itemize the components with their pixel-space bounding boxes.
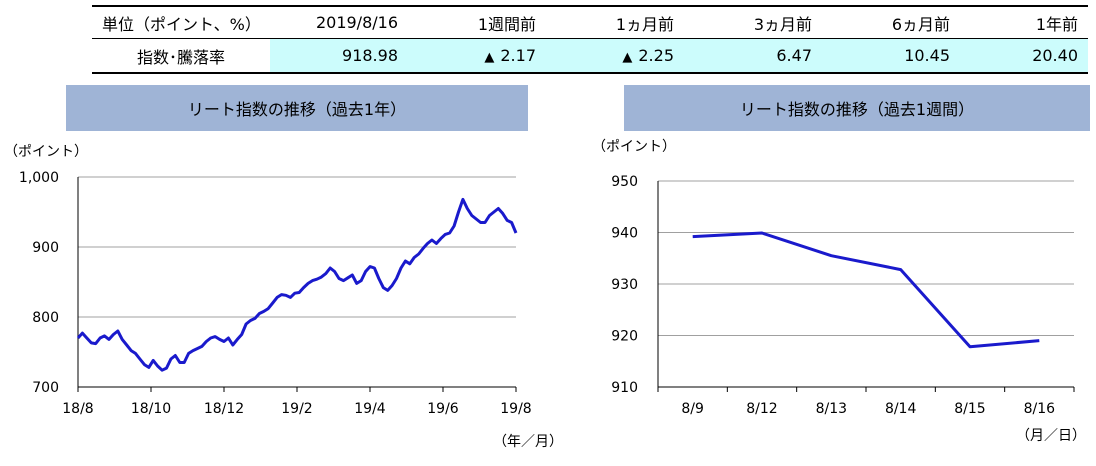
- x-tick-label: 8/15: [954, 401, 985, 417]
- value-text: 10.45: [904, 46, 950, 65]
- value-text: 20.40: [1032, 46, 1078, 65]
- x-tick-label: 8/12: [746, 401, 777, 417]
- x-tick-label: 8/14: [885, 401, 917, 417]
- y-tick-label: 700: [32, 380, 59, 396]
- y-unit-label-left: （ポイント）: [4, 144, 88, 160]
- down-triangle-icon: ▲: [622, 50, 633, 65]
- unit-label: 単位（ポイント、%）: [92, 6, 270, 39]
- value-text: 918.98: [342, 46, 398, 65]
- col-header-1w: 1週間前: [408, 6, 546, 39]
- value-text: 2.25: [638, 46, 674, 65]
- x-tick-label: 8/16: [1024, 401, 1056, 417]
- summary-table: 単位（ポイント、%） 2019/8/16 1週間前 1ヵ月前 3ヵ月前 6ヵ月前…: [92, 5, 1088, 74]
- series-line-1week: [692, 231, 1040, 349]
- value-cell-1w: ▲ 2.17: [408, 38, 546, 74]
- x-tick-label: 18/12: [204, 401, 244, 417]
- summary-value-row: 指数･騰落率 918.98 ▲ 2.17 ▲ 2.25 6.47 10.45 20.…: [92, 38, 1088, 74]
- col-header-1y: 1年前: [960, 6, 1088, 39]
- chart-title-1year: リート指数の推移（過去1年）: [66, 85, 528, 131]
- col-header-date: 2019/8/16: [270, 6, 408, 39]
- y-tick-label: 800: [32, 310, 59, 326]
- series-line-1year: [76, 197, 518, 372]
- summary-header-row: 単位（ポイント、%） 2019/8/16 1週間前 1ヵ月前 3ヵ月前 6ヵ月前…: [92, 6, 1088, 39]
- y-tick-label: 930: [611, 277, 638, 293]
- value-cell-1y: 20.40: [960, 38, 1088, 74]
- col-header-6m: 6ヵ月前: [822, 6, 960, 39]
- x-tick-label: 19/4: [354, 401, 386, 417]
- value-cell-1m: ▲ 2.25: [546, 38, 684, 74]
- x-tick-label: 18/10: [131, 401, 171, 417]
- chart-title-1week: リート指数の推移（過去1週間）: [624, 85, 1090, 131]
- col-header-3m: 3ヵ月前: [684, 6, 822, 39]
- x-tick-label: 19/8: [500, 401, 531, 417]
- x-tick-label: 8/9: [681, 401, 704, 417]
- y-tick-label: 1,000: [19, 170, 59, 186]
- down-triangle-icon: ▲: [484, 50, 495, 65]
- x-tick-label: 18/8: [62, 401, 93, 417]
- y-tick-label: 950: [611, 174, 638, 190]
- x-tick-label: 19/2: [281, 401, 312, 417]
- value-cell-6m: 10.45: [822, 38, 960, 74]
- value-text: 2.17: [500, 46, 536, 65]
- row-label: 指数･騰落率: [92, 38, 270, 74]
- x-tick-label: 8/13: [816, 401, 847, 417]
- value-cell-date: 918.98: [270, 38, 408, 74]
- value-text: 6.47: [776, 46, 812, 65]
- y-tick-label: 910: [611, 380, 638, 396]
- value-cell-3m: 6.47: [684, 38, 822, 74]
- x-unit-label-right: （月／日）: [1016, 428, 1086, 444]
- y-tick-label: 920: [611, 329, 638, 345]
- y-tick-label: 940: [611, 226, 638, 242]
- y-tick-label: 900: [32, 240, 59, 256]
- col-header-1m: 1ヵ月前: [546, 6, 684, 39]
- x-tick-label: 19/6: [427, 401, 459, 417]
- y-unit-label-right: （ポイント）: [592, 139, 676, 155]
- x-unit-label-left: （年／月）: [493, 434, 563, 450]
